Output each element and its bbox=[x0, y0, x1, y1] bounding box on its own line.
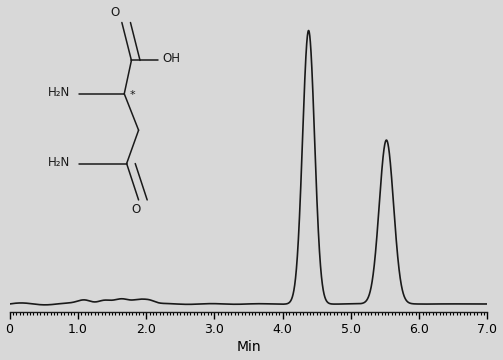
X-axis label: Min: Min bbox=[236, 341, 261, 355]
Text: O: O bbox=[110, 6, 119, 19]
Text: *: * bbox=[130, 90, 136, 100]
Text: OH: OH bbox=[162, 53, 181, 66]
Text: H₂N: H₂N bbox=[48, 86, 70, 99]
Text: O: O bbox=[132, 203, 141, 216]
Text: H₂N: H₂N bbox=[48, 156, 70, 168]
